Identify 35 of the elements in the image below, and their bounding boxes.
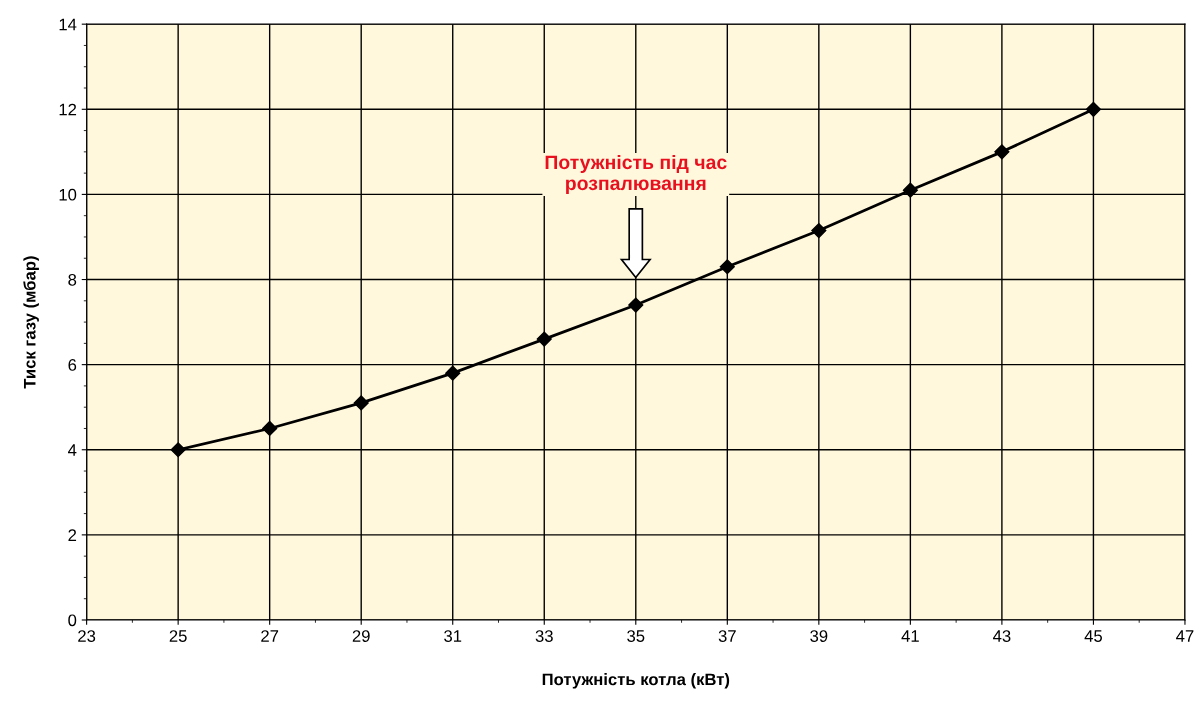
point: [902, 182, 918, 198]
x-tick-label: 23: [78, 630, 96, 642]
point: [628, 297, 644, 313]
y-tick-label: 4: [68, 444, 77, 456]
y-tick-label: 10: [59, 188, 77, 201]
point: [994, 144, 1010, 160]
point: [262, 420, 278, 437]
y-tick-label: 12: [59, 103, 77, 116]
y-tick-label: 0: [68, 614, 77, 627]
y-tick-label: 6: [68, 359, 77, 371]
y-tick-label: 8: [68, 273, 77, 286]
x-tick-label: 25: [169, 630, 187, 642]
annotation: Потужність під час розпалювання: [545, 154, 727, 194]
point: [811, 223, 827, 239]
x-tick-label: 47: [1176, 630, 1194, 642]
y-tick-label: 2: [68, 529, 77, 541]
point: [353, 395, 369, 411]
x-tick-label: 27: [261, 630, 279, 642]
point: [445, 365, 461, 381]
point: [719, 259, 735, 275]
x-tick-label: 45: [1084, 630, 1102, 642]
x-tick-label: 37: [718, 630, 736, 642]
x-tick-label: 33: [535, 630, 553, 642]
y-axis-title: Тиск газу (мбар): [23, 256, 39, 389]
point: [1085, 101, 1101, 117]
point: [536, 331, 552, 347]
y-tick-label: 14: [59, 18, 77, 31]
x-tick-label: 43: [993, 630, 1011, 642]
x-axis-title: Потужність котла (кВт): [542, 673, 730, 689]
point: [170, 442, 186, 458]
x-tick-label: 31: [444, 630, 462, 642]
x-tick-label: 41: [901, 630, 919, 642]
x-tick-label: 39: [810, 630, 828, 642]
x-tick-label: 35: [627, 630, 645, 642]
x-tick-label: 29: [352, 630, 370, 642]
